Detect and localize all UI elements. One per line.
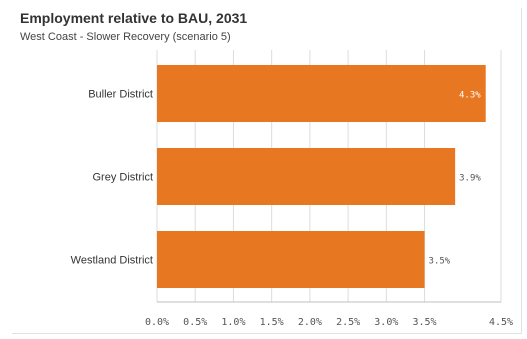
chart-title: Employment relative to BAU, 2031 [20,10,248,26]
chart-frame [12,8,522,334]
x-tick-label: 1.0% [221,317,245,328]
data-label: 3.9% [459,174,481,184]
data-label: 3.5% [429,257,451,267]
x-tick-label: 0.5% [183,317,207,328]
x-tick-label: 1.5% [260,317,284,328]
bar [157,65,486,122]
x-tick-label: 2.5% [336,317,360,328]
category-label: Buller District [88,89,153,101]
bar [157,148,456,205]
x-tick-label: 4.5% [489,317,513,328]
category-label: Grey District [93,172,154,184]
x-tick-label: 3.5% [413,317,437,328]
bar [157,231,425,288]
x-tick-label: 3.0% [374,317,398,328]
chart-subtitle: West Coast - Slower Recovery (scenario 5… [20,31,231,43]
x-tick-label: 0.0% [145,317,169,328]
x-tick-label: 2.0% [298,317,322,328]
category-label: Westland District [71,255,153,267]
data-label: 4.3% [459,91,481,101]
